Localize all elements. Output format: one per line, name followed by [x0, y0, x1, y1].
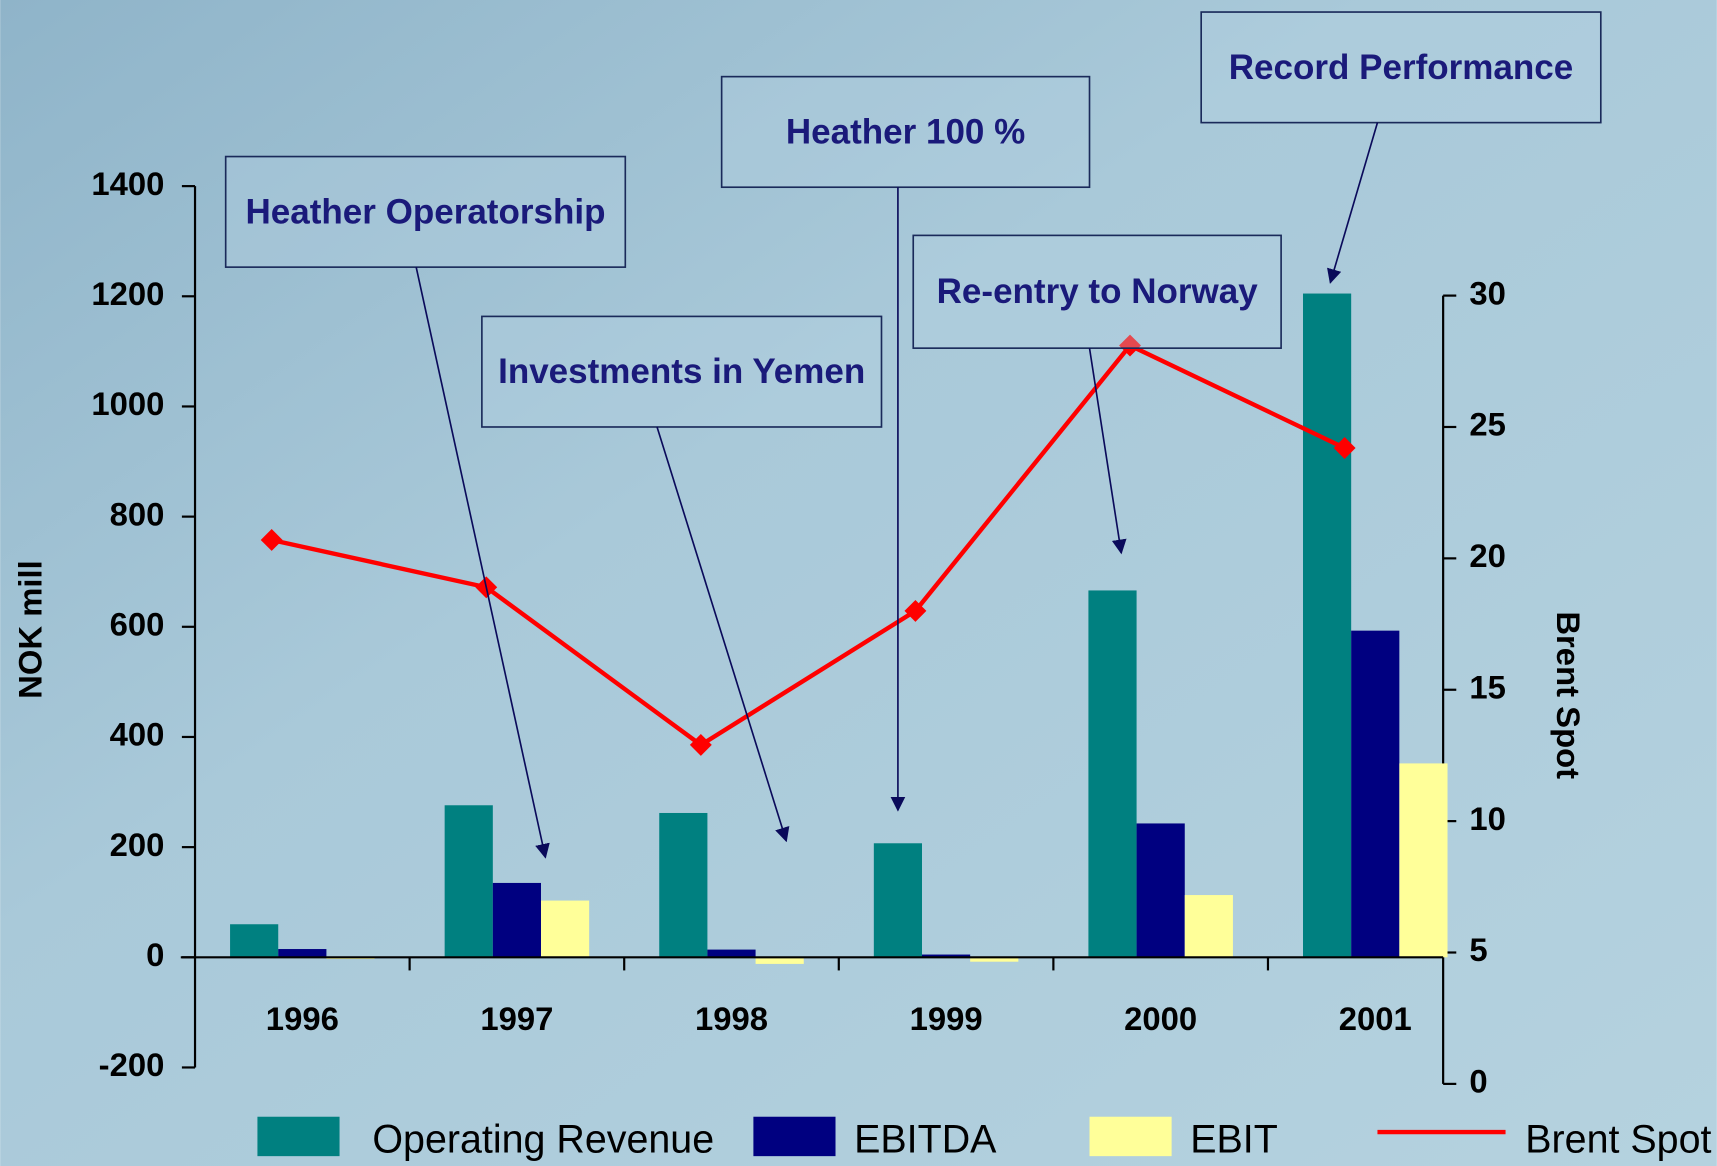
y-tick-label: 1400: [91, 165, 164, 202]
bar: [445, 805, 493, 957]
x-tick-label: 1998: [695, 1000, 768, 1037]
bar: [707, 950, 755, 958]
y2-tick-label: 5: [1469, 931, 1487, 968]
y2-tick-label: 0: [1469, 1063, 1487, 1100]
bar: [278, 949, 326, 957]
x-tick-label: 1996: [266, 1000, 339, 1037]
bar: [230, 924, 278, 957]
y-tick-label: 400: [110, 716, 165, 753]
page: {"chart_data": { "type": "bar", "y_label…: [0, 0, 1717, 1166]
legend-label: Brent Spot: [1525, 1117, 1711, 1161]
bar: [1351, 631, 1399, 958]
bar: [659, 813, 707, 957]
y2-tick-label: 20: [1469, 537, 1506, 574]
y-tick-label: 1000: [91, 385, 164, 422]
legend-label: Operating Revenue: [372, 1117, 714, 1161]
x-tick-label: 1997: [480, 1000, 553, 1037]
y-tick-label: 200: [110, 826, 165, 863]
annotation-text: Investments in Yemen: [498, 352, 865, 391]
annotation-text: Record Performance: [1229, 48, 1573, 87]
y-tick-label: 0: [146, 936, 164, 973]
x-tick-label: 2001: [1339, 1000, 1412, 1037]
bar: [541, 901, 589, 958]
bar: [1088, 590, 1136, 957]
y-axis-label: NOK mill: [12, 560, 49, 699]
legend-swatch: [1090, 1117, 1172, 1156]
bar: [1303, 294, 1351, 958]
annotation-text: Heather 100 %: [786, 112, 1025, 151]
bar: [874, 843, 922, 957]
y-tick-label: -200: [99, 1046, 165, 1083]
chart: NOK mill Brent Spot -2000200400600800100…: [0, 0, 1717, 1166]
y-tick-label: 600: [110, 605, 165, 642]
legend-swatch: [257, 1117, 339, 1156]
bar: [1185, 895, 1233, 957]
x-tick-label: 1999: [910, 1000, 983, 1037]
y2-tick-label: 10: [1469, 800, 1506, 837]
annotation-text: Re-entry to Norway: [937, 272, 1259, 311]
y2-tick-label: 15: [1469, 668, 1506, 705]
bar: [493, 883, 541, 957]
y2-tick-label: 25: [1469, 406, 1506, 443]
y-tick-label: 800: [110, 495, 165, 532]
annotation-text: Heather Operatorship: [246, 192, 606, 231]
y2-axis-label: Brent Spot: [1550, 611, 1587, 779]
bar: [1399, 763, 1447, 957]
legend-label: EBIT: [1190, 1117, 1278, 1161]
legend-label: EBITDA: [854, 1117, 997, 1161]
y-tick-label: 1200: [91, 275, 164, 312]
legend-swatch: [753, 1117, 835, 1156]
x-tick-label: 2000: [1124, 1000, 1197, 1037]
bar: [1137, 823, 1185, 957]
y2-tick-label: 30: [1469, 274, 1506, 311]
